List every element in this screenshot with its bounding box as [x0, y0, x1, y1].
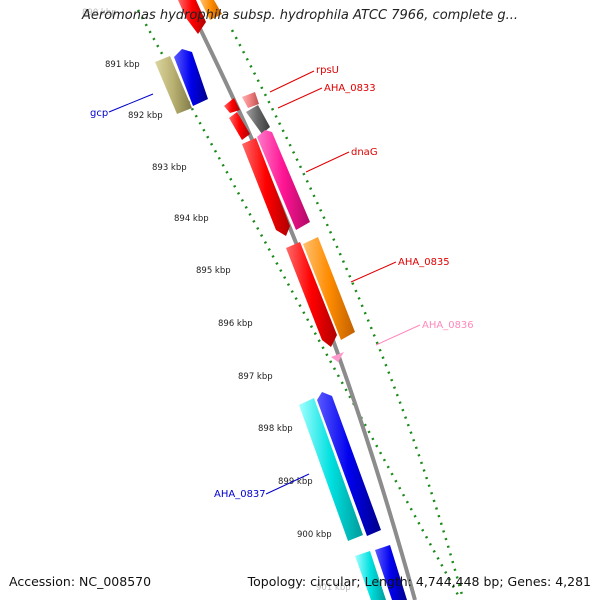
gene-arrow-small-red-2: [229, 112, 250, 140]
leader-AHA_0833: [277, 87, 323, 109]
gene-arrow-blue-2: [317, 392, 381, 536]
tick-ring-outer: [230, 29, 464, 596]
tick-label: 894 kbp: [174, 214, 209, 224]
gene-label-AHA_0836[interactable]: AHA_0836: [422, 320, 474, 331]
gene-label-AHA_0835[interactable]: AHA_0835: [398, 257, 450, 268]
gene-arrow-bottom-cyan: [355, 551, 386, 600]
map-title: Aeromonas hydrophila subsp. hydrophila A…: [81, 8, 519, 23]
gene-label-AHA_0837[interactable]: AHA_0837: [214, 489, 266, 500]
leader-gcp: [108, 93, 154, 113]
tick-label: 901 kbp: [316, 583, 351, 593]
tick-label: 893 kbp: [152, 163, 187, 173]
tick-label: 897 kbp: [238, 372, 273, 382]
tick-labels: 890 kbp 891 kbp 892 kbp 893 kbp 894 kbp …: [82, 8, 351, 593]
tick-label: 890 kbp: [82, 8, 117, 18]
tick-label: 896 kbp: [218, 319, 253, 329]
gene-label-gcp[interactable]: gcp: [90, 108, 108, 119]
gene-arrow-top-orange: [200, 0, 222, 20]
leader-AHA_0835: [350, 261, 397, 283]
accession-text: Accession: NC_008570: [9, 574, 152, 589]
gene-label-dnaG[interactable]: dnaG: [351, 147, 378, 158]
gene-arrow-small-red-1: [224, 98, 240, 113]
genome-backbone: [184, 0, 417, 600]
genome-stats-text: Topology: circular; Length: 4,744,448 bp…: [247, 574, 591, 589]
gene-arrow-AHA_0837: [299, 398, 363, 541]
gene-arrow-red-3: [286, 242, 337, 347]
tick-label: 899 kbp: [278, 477, 313, 487]
gene-arrow-blue-1: [174, 49, 208, 106]
tick-label: 891 kbp: [105, 60, 140, 70]
leader-rpsU: [269, 70, 315, 93]
gene-arrow-gcp: [155, 56, 192, 114]
gene-arrow-AHA_0836: [331, 352, 344, 362]
gene-arrow-top-red: [178, 0, 206, 34]
gene-arrow-AHA_0833: [246, 105, 270, 134]
gene-arrow-red-2: [242, 138, 290, 236]
tick-label: 898 kbp: [258, 424, 293, 434]
gene-label-AHA_0833[interactable]: AHA_0833: [324, 83, 376, 94]
gene-arrow-dnaG: [257, 130, 310, 230]
tick-label: 900 kbp: [297, 530, 332, 540]
leader-dnaG: [305, 151, 350, 173]
tick-label: 895 kbp: [196, 266, 231, 276]
gene-arrow-bottom-blue: [375, 545, 407, 600]
leader-AHA_0837: [265, 473, 310, 495]
gene-arrow-AHA_0835: [303, 237, 355, 340]
gene-arrow-rpsU: [242, 92, 259, 108]
tick-label: 892 kbp: [128, 111, 163, 121]
gene-label-rpsU[interactable]: rpsU: [316, 65, 339, 76]
leader-AHA_0836: [375, 324, 421, 346]
